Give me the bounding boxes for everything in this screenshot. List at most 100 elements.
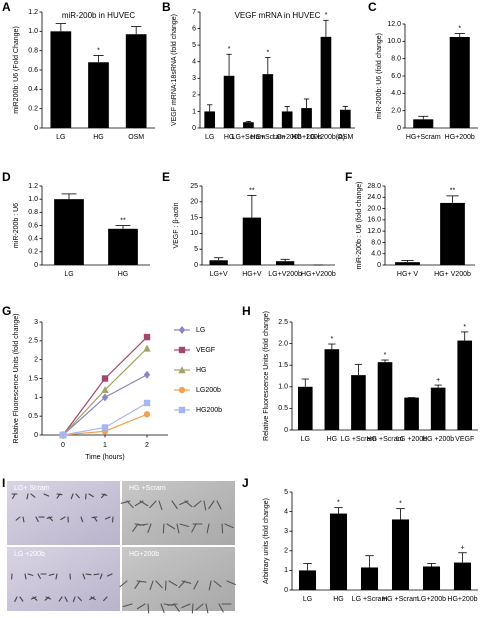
y-tick-label: 0.4: [28, 236, 38, 243]
y-tick-label: 2.5: [28, 338, 38, 345]
cell: [160, 603, 165, 614]
cell: [206, 523, 210, 534]
x-tick-label: HG +Scram: [382, 596, 419, 603]
y-tick-label: 1: [192, 108, 196, 115]
y-tick-label: 6.0: [391, 73, 401, 80]
y-tick-label: 1: [34, 394, 38, 401]
bar: [339, 109, 351, 128]
marker: [178, 346, 186, 354]
y-tick-label: 0: [194, 262, 198, 269]
y-tick-label: 1.0: [28, 28, 38, 35]
cell: [100, 493, 106, 499]
cell: [106, 573, 113, 577]
x-tick-label: LG+V: [210, 271, 228, 278]
bar: [223, 75, 235, 128]
cell: [168, 580, 178, 587]
y-tick-label: 1.2: [28, 183, 38, 190]
y-tick-label: 4.0: [391, 90, 401, 97]
bar: [242, 217, 262, 265]
cell: [226, 580, 236, 586]
x-tick-label: LG+Scram: [232, 134, 266, 141]
x-tick-label: HG+Scram: [406, 134, 441, 141]
x-tick-label: LG+200b: [273, 134, 302, 141]
x-tick-label: HG+200b: [291, 134, 321, 141]
y-axis-label: Arbitrary units (fold change): [263, 498, 270, 584]
legend-label: HG: [196, 367, 207, 374]
cell: [213, 580, 222, 588]
bar: [395, 262, 420, 265]
bar: [377, 362, 393, 430]
cell: [195, 603, 204, 611]
cell: [90, 596, 96, 601]
cell: [30, 596, 37, 600]
y-tick-label: 16.0: [367, 217, 381, 224]
x-axis-label: Time (hours): [85, 454, 124, 461]
x-tick-label: 0: [61, 442, 65, 449]
cell: [119, 580, 128, 588]
marker: [143, 370, 151, 379]
cell: [24, 573, 27, 580]
legend-label: VEGF: [196, 347, 215, 354]
cell: [80, 516, 84, 523]
y-tick-label: 1.2: [28, 9, 38, 16]
cell: [55, 573, 58, 580]
y-tick-label: 2.0: [391, 108, 401, 115]
y-tick-label: 2.5: [278, 319, 288, 326]
cell: [30, 493, 36, 498]
bar: [297, 386, 313, 430]
significance-label: **: [450, 188, 456, 195]
y-tick-label: 8.0: [371, 239, 381, 246]
bar: [440, 202, 465, 265]
bar: [453, 562, 472, 590]
y-tick-label: 1.0: [28, 196, 38, 203]
significance-label: *: [97, 47, 100, 54]
cell: [99, 573, 103, 580]
cell: [19, 596, 24, 602]
cell: [26, 493, 29, 500]
marker: [101, 375, 109, 382]
cell: [82, 573, 86, 580]
y-axis-label: miR-200b : U6 (fold change): [356, 182, 363, 270]
significance-label: *: [337, 500, 340, 507]
y-axis-label: Relative Fluorescence Units (fold change…: [263, 311, 270, 441]
significance-label: *: [228, 46, 231, 53]
cell: [43, 493, 50, 497]
bar: [391, 519, 410, 590]
marker: [178, 406, 186, 414]
x-tick-label: HG: [333, 596, 344, 603]
y-tick-label: 0.6: [28, 222, 38, 229]
y-tick-label: 0.5: [278, 405, 288, 412]
bar: [413, 119, 434, 128]
y-tick-label: 3: [34, 319, 38, 326]
x-tick-label: LG: [205, 134, 214, 141]
y-tick-label: 1.5: [28, 375, 38, 382]
y-tick-label: 5: [284, 489, 288, 496]
significance-label: *: [399, 501, 402, 508]
y-axis-label: miR-200b: U6 (fold change): [376, 33, 383, 119]
legend-label: LG: [196, 327, 205, 334]
significance-label: *: [458, 25, 461, 32]
cell: [77, 596, 82, 602]
panel-letter: E: [162, 170, 170, 184]
y-tick-label: 8.0: [391, 56, 401, 63]
y-tick-label: 0.5: [28, 413, 38, 420]
bar: [324, 349, 340, 430]
cell: [149, 500, 157, 509]
y-tick-label: 6: [192, 25, 196, 32]
bar: [404, 397, 419, 430]
cell: [178, 580, 186, 589]
cell: [103, 596, 108, 602]
x-tick-label: HG +Scram: [367, 436, 404, 443]
bar: [243, 122, 254, 128]
x-tick-label: LG +200b: [396, 436, 427, 443]
y-tick-label: 0: [34, 125, 38, 132]
cell: [191, 603, 194, 614]
cell: [85, 573, 92, 576]
significance-label: **: [249, 187, 255, 194]
y-tick-label: 20: [190, 199, 198, 206]
x-tick-label: HG: [93, 134, 104, 141]
bar: [125, 34, 147, 128]
marker: [178, 326, 186, 334]
bar: [204, 111, 216, 128]
x-tick-label: HG+V200b: [301, 271, 336, 278]
